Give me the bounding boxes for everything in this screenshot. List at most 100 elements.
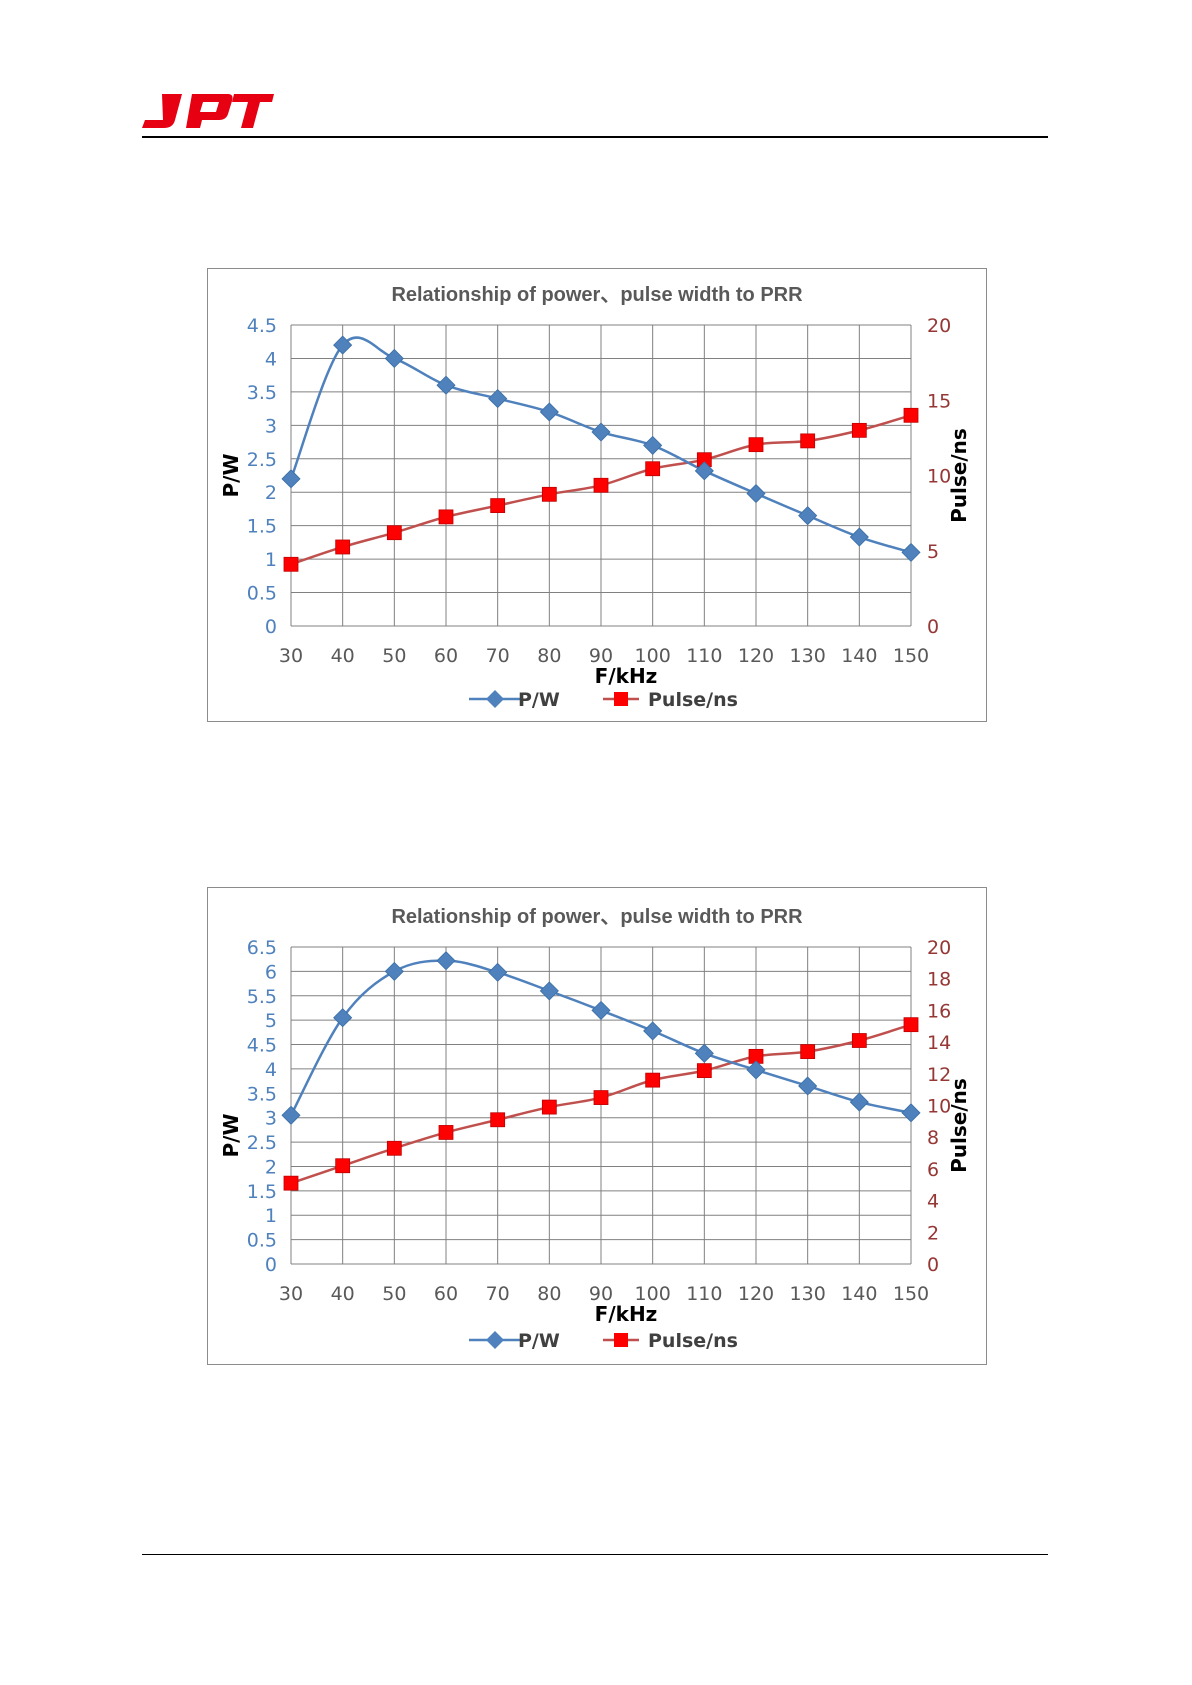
data-point-pulse [593, 1090, 609, 1105]
data-point-pulse [283, 556, 299, 572]
y2-tick-label: 0 [927, 1254, 939, 1276]
data-point-pulse [696, 1063, 712, 1079]
y-tick-label: 2 [265, 1156, 277, 1178]
data-point-power [384, 348, 404, 369]
data-point-power [643, 435, 663, 455]
x-tick-label: 150 [893, 645, 929, 667]
data-point-power [643, 1021, 663, 1041]
x-tick-label: 100 [635, 1283, 671, 1305]
legend-marker-pulse [614, 692, 628, 706]
y2-tick-label: 18 [927, 969, 951, 991]
x-tick-label: 150 [893, 1283, 929, 1305]
y-tick-label: 3.5 [247, 1083, 277, 1105]
legend-marker-power [486, 690, 504, 708]
y2-axis-label: Pulse/ns [947, 1078, 971, 1173]
y-tick-label: 0 [265, 616, 277, 638]
y2-axis-label: Pulse/ns [947, 428, 971, 523]
data-point-power [384, 961, 404, 981]
legend-marker-pulse [614, 1333, 628, 1347]
data-point-power [436, 951, 456, 971]
y-tick-label: 0.5 [247, 1230, 277, 1252]
chart-power-pulse-1: Relationship of power、pulse width to PRR… [207, 268, 987, 722]
y-tick-label: 5 [265, 1010, 277, 1032]
y-tick-label: 4 [265, 348, 277, 370]
x-tick-label: 30 [279, 645, 303, 667]
gridlines [290, 946, 912, 1265]
y-axis-label: P/W [219, 453, 243, 497]
data-point-power [746, 1060, 766, 1080]
data-point-pulse [800, 433, 816, 449]
y-tick-label: 4 [265, 1059, 277, 1081]
x-tick-label: 40 [331, 1283, 355, 1305]
data-point-power [591, 1000, 611, 1020]
data-point-pulse [438, 509, 454, 525]
data-point-pulse [903, 407, 919, 423]
data-point-power [901, 1103, 921, 1123]
chart-1-svg: Relationship of power、pulse width to PRR… [219, 284, 971, 711]
x-tick-label: 130 [790, 1283, 826, 1305]
data-point-pulse [851, 422, 867, 438]
data-point-power [694, 461, 714, 481]
x-tick-label: 60 [434, 645, 458, 667]
y-tick-label: 4.5 [247, 1035, 277, 1057]
x-tick-label: 80 [537, 1283, 561, 1305]
x-tick-label: 90 [589, 645, 613, 667]
y-tick-label: 1 [265, 549, 277, 571]
x-tick-label: 110 [686, 1283, 722, 1305]
y-tick-label: 0.5 [247, 583, 277, 605]
y-tick-label: 1.5 [247, 1181, 277, 1203]
data-point-pulse [438, 1125, 454, 1140]
legend-label-power: P/W [518, 1330, 560, 1352]
y-tick-label: 5.5 [247, 986, 277, 1008]
data-point-pulse [851, 1033, 867, 1048]
jpt-logo [142, 94, 274, 128]
chart-title: Relationship of power、pulse width to PRR [391, 906, 803, 928]
y2-tick-label: 15 [927, 390, 951, 412]
y-tick-label: 2.5 [247, 1132, 277, 1154]
data-point-pulse [541, 486, 557, 502]
data-point-power [488, 962, 508, 982]
chart-title: Relationship of power、pulse width to PRR [391, 284, 803, 306]
x-tick-label: 70 [486, 1283, 510, 1305]
data-point-power [281, 469, 301, 489]
data-point-power [436, 375, 456, 395]
data-point-power [746, 483, 766, 504]
data-point-power [798, 1076, 818, 1096]
x-tick-label: 120 [738, 1283, 774, 1305]
y-tick-label: 3 [265, 1108, 277, 1130]
y-tick-label: 2.5 [247, 449, 277, 471]
data-point-pulse [283, 1175, 299, 1191]
data-point-pulse [903, 1017, 919, 1033]
data-point-power [539, 981, 559, 1001]
data-point-pulse [386, 1140, 402, 1156]
y-tick-label: 2 [265, 482, 277, 504]
y-axis-label: P/W [219, 1113, 243, 1157]
data-point-pulse [335, 539, 351, 555]
data-point-pulse [386, 525, 402, 541]
y-tick-label: 3.5 [247, 382, 277, 404]
data-point-power [539, 402, 559, 422]
y2-tick-label: 8 [927, 1127, 939, 1149]
legend-label-pulse: Pulse/ns [648, 689, 738, 711]
data-point-pulse [335, 1158, 351, 1174]
x-tick-label: 50 [382, 1283, 406, 1305]
x-tick-label: 140 [841, 645, 877, 667]
data-point-power [798, 506, 818, 526]
y-tick-label: 1 [265, 1205, 277, 1227]
data-point-power [333, 1008, 353, 1028]
legend-label-pulse: Pulse/ns [648, 1330, 738, 1352]
data-point-pulse [645, 461, 661, 477]
chart-2-svg: Relationship of power、pulse width to PRR… [219, 906, 971, 1352]
data-point-power [281, 1105, 301, 1125]
legend-marker-power [486, 1331, 504, 1349]
data-point-pulse [490, 1112, 506, 1128]
x-tick-label: 30 [279, 1283, 303, 1305]
x-axis-label: F/kHz [595, 1302, 658, 1326]
x-tick-label: 50 [382, 645, 406, 667]
y2-tick-label: 16 [927, 1000, 951, 1022]
x-tick-label: 100 [635, 645, 671, 667]
y-tick-label: 4.5 [247, 315, 277, 337]
header-rule [142, 136, 1048, 138]
x-tick-label: 80 [537, 645, 561, 667]
y2-tick-label: 4 [927, 1191, 939, 1213]
